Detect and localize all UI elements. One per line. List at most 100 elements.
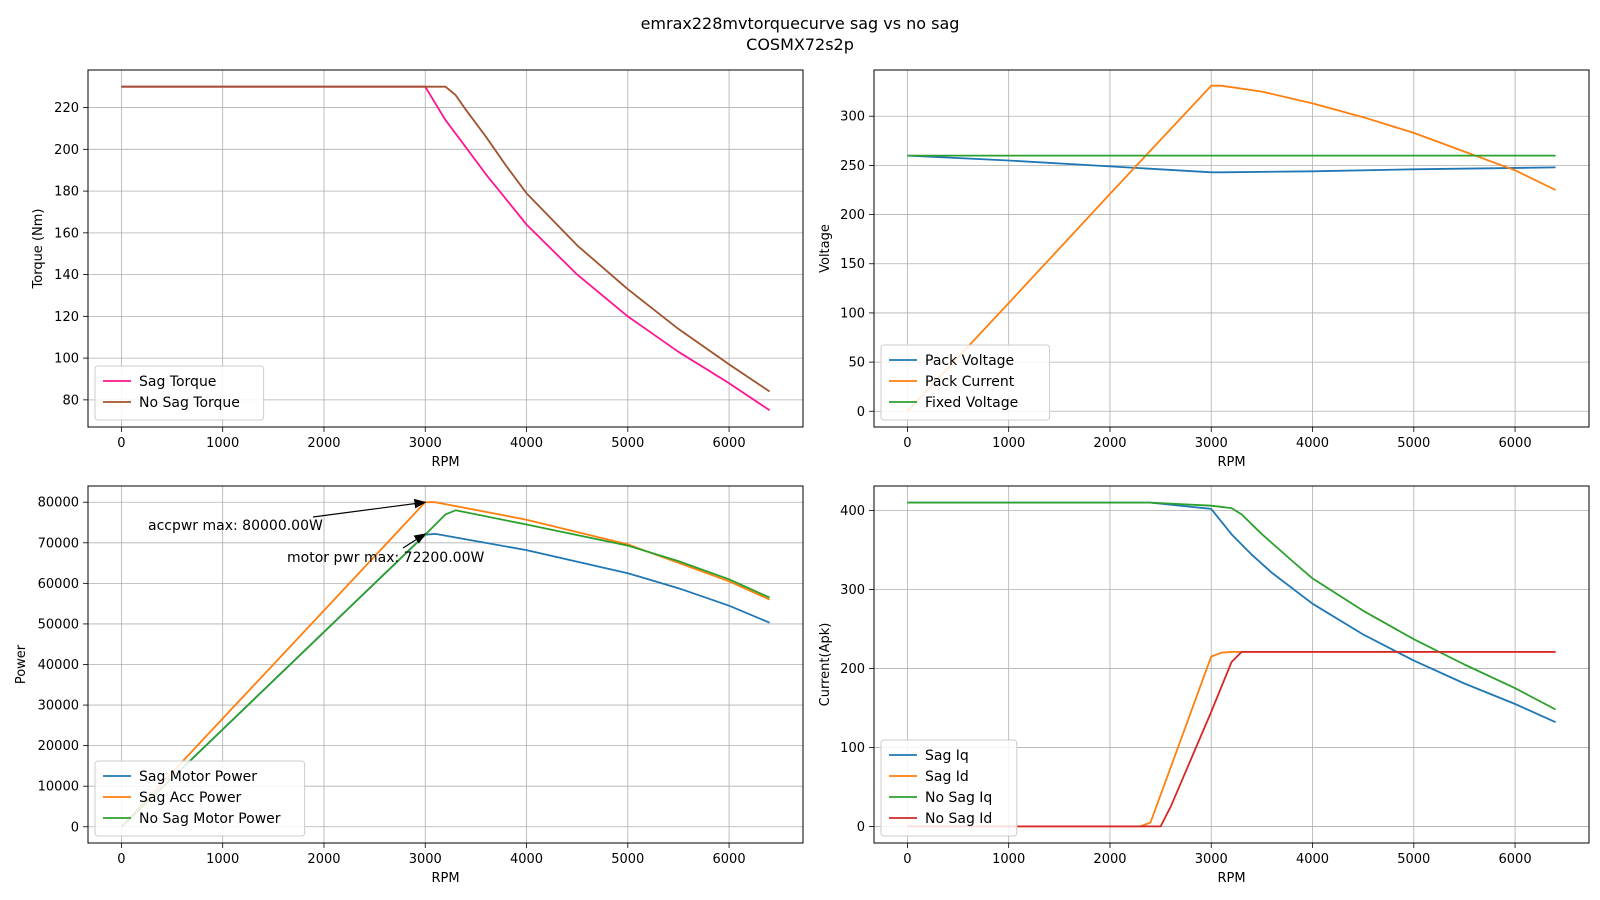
legend-label: No Sag Iq — [925, 790, 992, 806]
annotation-text: motor pwr max: 72200.00W — [287, 550, 484, 566]
legend-label: Sag Id — [925, 769, 969, 785]
x-axis-label: RPM — [431, 455, 459, 470]
legend: Pack Voltage Pack Current Fixed Voltage — [880, 344, 1051, 421]
y-tick-label: 40000 — [38, 658, 79, 673]
x-axis-label: RPM — [431, 871, 459, 886]
series-line-pack-voltage — [907, 154, 1556, 174]
legend-label: No Sag Id — [925, 811, 992, 827]
x-tick-label: 5000 — [611, 852, 644, 867]
legend-box — [94, 365, 265, 421]
y-tick-label: 100 — [840, 306, 865, 321]
x-axis-label: RPM — [1217, 455, 1245, 470]
y-tick-label: 100 — [840, 741, 865, 756]
x-tick-label: 4000 — [1296, 852, 1329, 867]
y-tick-label: 160 — [54, 226, 79, 241]
y-tick-label: 400 — [840, 504, 865, 519]
x-tick-label: 3000 — [409, 852, 442, 867]
figure-title: emrax228mvtorquecurve sag vs no sag — [640, 14, 960, 33]
y-tick-label: 120 — [54, 310, 79, 325]
x-tick-label: 5000 — [611, 436, 644, 451]
x-tick-label: 2000 — [307, 436, 340, 451]
series-line-no-sag-motor-power — [120, 509, 770, 828]
y-tick-label: 150 — [840, 257, 865, 272]
y-tick-label: 200 — [840, 662, 865, 677]
axes-frame — [873, 69, 1590, 428]
legend-label: No Sag Torque — [139, 395, 240, 411]
figure-subtitle: COSMX72s2p — [746, 35, 854, 54]
x-tick-label: 3000 — [409, 436, 442, 451]
series-line-no-sag-torque — [121, 85, 771, 393]
legend-box — [880, 739, 1018, 837]
legend-box — [94, 760, 306, 837]
y-tick-label: 80 — [62, 393, 79, 408]
chart-panel-3: 0 1000 2000 3000 4000 5000 6000010000200003000… — [14, 485, 804, 886]
x-tick-label: 3000 — [1195, 852, 1228, 867]
annotation-arrow — [312, 498, 427, 518]
y-axis-label: Power — [14, 644, 29, 684]
series-line-sag-torque — [121, 85, 771, 412]
y-tick-label: 100 — [54, 352, 79, 367]
legend-label: Pack Voltage — [925, 353, 1014, 369]
x-tick-label: 0 — [117, 852, 125, 867]
axes-frame — [87, 69, 804, 428]
y-tick-label: 20000 — [38, 739, 79, 754]
x-tick-label: 4000 — [510, 436, 543, 451]
x-tick-label: 0 — [117, 436, 125, 451]
axes-frame — [873, 485, 1590, 844]
y-tick-label: 220 — [54, 101, 79, 116]
x-tick-label: 1000 — [992, 436, 1025, 451]
legend: Sag Iq Sag Id No Sag Iq No Sag Id — [880, 739, 1018, 837]
legend: Sag Motor Power Sag Acc Power No Sag Motor… — [94, 760, 306, 837]
y-axis-label: Voltage — [818, 224, 833, 273]
x-tick-label: 3000 — [1195, 436, 1228, 451]
y-tick-label: 50000 — [38, 617, 79, 632]
legend-label: Pack Current — [925, 374, 1015, 390]
legend-label: Sag Iq — [925, 748, 969, 764]
y-tick-label: 0 — [71, 820, 79, 835]
x-tick-label: 0 — [903, 852, 911, 867]
y-tick-label: 30000 — [38, 699, 79, 714]
x-tick-label: 4000 — [510, 852, 543, 867]
legend: Sag Torque No Sag Torque — [94, 365, 265, 421]
y-tick-label: 80000 — [38, 496, 79, 511]
legend-label: Sag Acc Power — [139, 790, 242, 806]
series-line-sag-acc-power — [120, 501, 770, 828]
y-tick-label: 140 — [54, 268, 79, 283]
y-tick-label: 250 — [840, 159, 865, 174]
y-tick-label: 10000 — [38, 780, 79, 795]
x-axis-label: RPM — [1217, 871, 1245, 886]
y-tick-label: 200 — [840, 208, 865, 223]
x-tick-label: 1000 — [206, 436, 239, 451]
annotation-text: accpwr max: 80000.00W — [148, 518, 323, 534]
x-tick-label: 6000 — [1499, 436, 1532, 451]
legend-label: Sag Torque — [139, 374, 216, 390]
y-tick-label: 60000 — [38, 577, 79, 592]
chart-panel-2: 0 1000 2000 3000 4000 5000 6000 0 50 100 150 200 250… — [818, 69, 1590, 470]
x-tick-label: 5000 — [1397, 852, 1430, 867]
y-tick-label: 0 — [857, 820, 865, 835]
x-tick-label: 4000 — [1296, 436, 1329, 451]
legend-box — [880, 344, 1051, 421]
legend-label: No Sag Motor Power — [139, 811, 281, 827]
x-tick-label: 1000 — [992, 852, 1025, 867]
series-line-no-sag-id — [907, 651, 1556, 828]
y-tick-label: 50 — [848, 356, 865, 371]
x-tick-label: 5000 — [1397, 436, 1430, 451]
x-tick-label: 2000 — [307, 852, 340, 867]
x-tick-label: 2000 — [1093, 436, 1126, 451]
series-line-sag-iq — [907, 501, 1556, 724]
y-tick-label: 180 — [54, 185, 79, 200]
legend-label: Fixed Voltage — [925, 395, 1018, 411]
x-tick-label: 2000 — [1093, 852, 1126, 867]
series-line-no-sag-iq — [907, 501, 1557, 711]
y-tick-label: 70000 — [38, 536, 79, 551]
axes-frame — [87, 485, 804, 844]
legend-label: Sag Motor Power — [139, 769, 257, 785]
y-tick-label: 0 — [857, 405, 865, 420]
y-tick-label: 300 — [840, 583, 865, 598]
y-tick-label: 200 — [54, 143, 79, 158]
x-tick-label: 6000 — [713, 852, 746, 867]
x-tick-label: 6000 — [1499, 852, 1532, 867]
annotation-arrow — [402, 533, 427, 549]
